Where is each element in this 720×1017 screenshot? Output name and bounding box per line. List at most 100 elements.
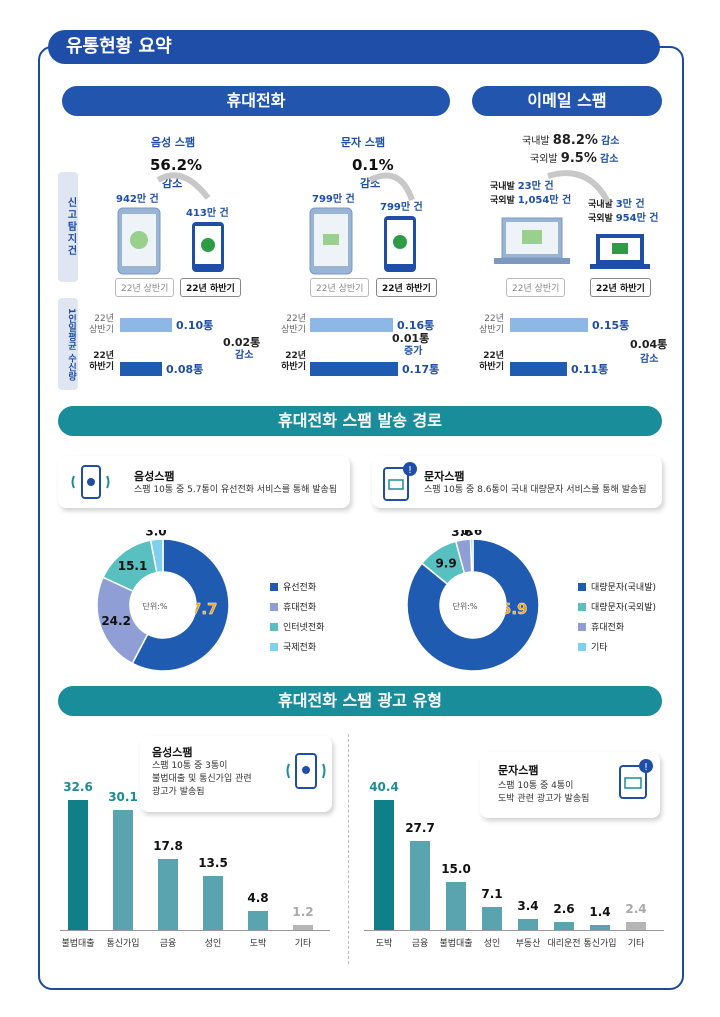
email-h1-value: 0.15통: [592, 319, 630, 332]
message-alert-icon: !: [619, 759, 653, 799]
email-after-tag: 22년 하반기: [590, 278, 651, 297]
legend-item: 국제전화: [270, 640, 316, 653]
bar-value-label: 40.4: [369, 780, 399, 794]
email-before-tag: 22년 상반기: [506, 278, 566, 297]
donut-slice-label: 15.1: [118, 559, 148, 573]
voice-route-card: 음성스팸 스팸 10통 중 5.7통이 유선전화 서비스를 통해 발송됨: [58, 456, 350, 508]
bar-category-label: 불법대출: [439, 939, 473, 949]
donut-slice: [469, 538, 474, 573]
legend-label: 대량문자(국외발): [591, 603, 656, 613]
sms-ad-card: 문자스팸 스팸 10통 중 4통이 도박 관련 광고가 발송됨 !: [480, 752, 660, 818]
sms-before-count: 799만 건: [312, 194, 355, 205]
voice-before-count: 942만 건: [116, 194, 159, 205]
bar-value-label: 2.6: [553, 902, 575, 916]
email-before-counts: 국내발 23만 건 국외발 1,054만 건: [490, 181, 572, 206]
email-h1-label: 22년 상반기: [479, 314, 504, 335]
legend-label: 인터넷전화: [283, 623, 325, 633]
sms-route-donut: 85.99.93.60.6단위:%: [406, 530, 540, 672]
legend-swatch: [578, 582, 586, 591]
page-title: 유통현황 요약: [48, 30, 660, 64]
voice-after-count: 413만 건: [186, 208, 229, 219]
bar-value-label: 4.8: [247, 891, 269, 905]
adtype-section-header: 휴대전화 스팸 광고 유형: [58, 686, 662, 716]
donut-slice-label: 3.0: [145, 530, 166, 538]
bar-category-label: 도박: [249, 939, 267, 949]
voice-change-text: 감소: [162, 177, 183, 190]
email-h2-value: 0.11통: [571, 363, 609, 376]
voice-route-title: 음성스팸: [134, 470, 175, 483]
bar-value-label: 30.1: [108, 790, 138, 804]
bar: [626, 922, 646, 930]
legend-item: 기타: [578, 640, 608, 653]
legend-label: 대량문자(국내발): [591, 583, 656, 593]
bar: [446, 882, 466, 930]
voice-after-tag: 22년 하반기: [180, 278, 241, 297]
legend-item: 휴대전화: [270, 600, 316, 613]
bar-category-label: 성인: [483, 939, 501, 949]
bar-category-label: 통신가입: [583, 939, 617, 949]
email-h2-label: 22년 하반기: [479, 351, 504, 372]
sms-spam-head: 문자 스팸: [340, 136, 386, 149]
voice-h2-bar: [120, 362, 162, 376]
bar: [410, 841, 430, 930]
x-axis: [60, 930, 330, 931]
bar-category-label: 기타: [294, 939, 312, 949]
sms-route-card: ! 문자스팸 스팸 10통 중 8.6통이 국내 대량문자 서비스를 통해 발송…: [372, 456, 662, 508]
voice-phone-graphics: [117, 172, 224, 275]
legend-swatch: [578, 602, 586, 611]
email-delta: 0.04통: [630, 338, 668, 351]
bar-category-label: 부동산: [515, 939, 541, 949]
sms-h2-bar: [310, 362, 398, 376]
legend-item: 대량문자(국내발): [578, 580, 656, 593]
voice-spam-head: 음성 스팸: [150, 136, 196, 149]
bar: [482, 907, 502, 930]
bar-category-label: 기타: [627, 939, 645, 949]
adtype-divider: [348, 734, 349, 964]
bar: [158, 859, 178, 930]
sms-change-pct: 0.1%: [352, 156, 394, 174]
voice-ad-desc: 스팸 10통 중 3통이 불법대출 및 통신가입 관련 광고가 발송됨: [152, 761, 252, 797]
legend-swatch: [270, 602, 278, 611]
bar: [248, 911, 268, 930]
phone-call-icon: [71, 465, 110, 499]
bar: [590, 925, 610, 930]
sms-route-title: 문자스팸: [424, 470, 465, 483]
sms-ad-title: 문자스팸: [498, 764, 539, 777]
email-section-header: 이메일 스팸: [472, 86, 662, 116]
legend-label: 휴대전화: [283, 603, 317, 613]
voice-h2-value: 0.08통: [166, 363, 204, 376]
bar-value-label: 1.2: [292, 905, 314, 919]
donut-unit-label: 단위:%: [142, 601, 167, 611]
voice-h1-bar: [120, 318, 172, 332]
sms-delta-change: 증가: [404, 346, 423, 357]
svg-text:!: !: [644, 762, 648, 773]
route-section-header: 휴대전화 스팸 발송 경로: [58, 406, 662, 436]
bar-category-label: 도박: [375, 939, 393, 949]
donut-slice-label: 3.6: [451, 530, 472, 539]
donut-slice-label: 0.6: [461, 530, 482, 538]
sms-h1-label: 22년 상반기: [281, 314, 306, 335]
bar: [203, 876, 223, 930]
per-person-side-label: 1인일평균 수신량: [58, 298, 78, 390]
bar: [113, 810, 133, 930]
voice-delta: 0.02통: [223, 336, 261, 349]
legend-item: 유선전화: [270, 580, 316, 593]
legend-swatch: [270, 582, 278, 591]
svg-text:!: !: [408, 465, 412, 476]
legend-item: 대량문자(국외발): [578, 600, 656, 613]
voice-h1-label: 22년 상반기: [89, 314, 114, 335]
email-after-counts: 국내발 3만 건 국외발 954만 건: [588, 199, 659, 224]
bar-value-label: 13.5: [198, 856, 228, 870]
email-h1-bar: [510, 318, 588, 332]
legend-label: 유선전화: [283, 583, 317, 593]
bar-category-label: 금융: [411, 939, 429, 949]
sms-h2-label: 22년 하반기: [281, 351, 306, 372]
donut-slice-label: 9.9: [435, 556, 456, 570]
sms-before-tag: 22년 상반기: [310, 278, 370, 297]
email-dom-change: 국내발 88.2% 감소: [522, 133, 620, 148]
sms-phone-graphics: [309, 172, 416, 275]
legend-swatch: [270, 622, 278, 631]
legend-label: 휴대전화: [591, 623, 625, 633]
voice-ad-card: 음성스팸 스팸 10통 중 3통이 불법대출 및 통신가입 관련 광고가 발송됨: [140, 736, 332, 812]
voice-route-donut: 57.724.215.13.0단위:%: [96, 530, 230, 672]
